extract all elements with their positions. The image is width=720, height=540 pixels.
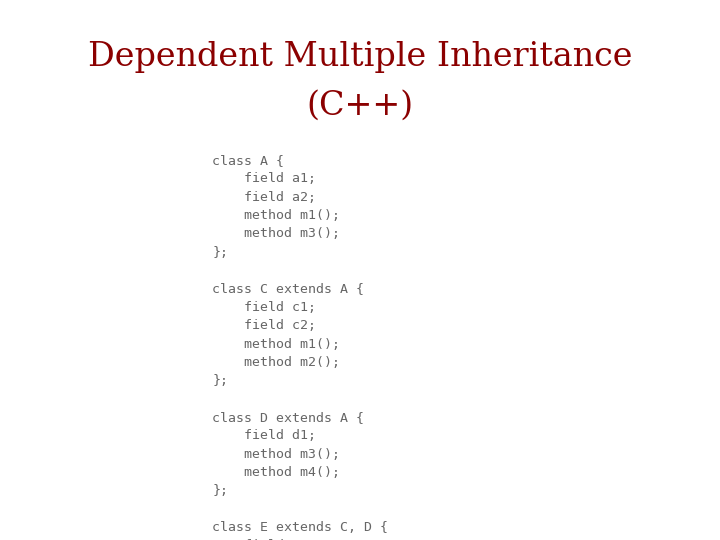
- Text: class D extends A {: class D extends A {: [212, 411, 364, 424]
- Text: field d1;: field d1;: [212, 429, 316, 442]
- Text: method m4();: method m4();: [212, 466, 341, 479]
- Text: method m3();: method m3();: [212, 227, 341, 240]
- Text: class E extends C, D {: class E extends C, D {: [212, 521, 388, 534]
- Text: field a2;: field a2;: [212, 191, 316, 204]
- Text: field a1;: field a1;: [212, 172, 316, 185]
- Text: Dependent Multiple Inheritance: Dependent Multiple Inheritance: [88, 40, 632, 73]
- Text: method m1();: method m1();: [212, 209, 341, 222]
- Text: (C++): (C++): [307, 89, 413, 122]
- Text: };: };: [212, 246, 228, 259]
- Text: field c2;: field c2;: [212, 319, 316, 332]
- Text: field c1;: field c1;: [212, 301, 316, 314]
- Text: method m3();: method m3();: [212, 448, 341, 461]
- Text: method m2();: method m2();: [212, 356, 341, 369]
- Text: };: };: [212, 484, 228, 497]
- Text: class A {: class A {: [212, 154, 284, 167]
- Text: };: };: [212, 374, 228, 387]
- Text: class C extends A {: class C extends A {: [212, 282, 364, 295]
- Text: method m1();: method m1();: [212, 338, 341, 350]
